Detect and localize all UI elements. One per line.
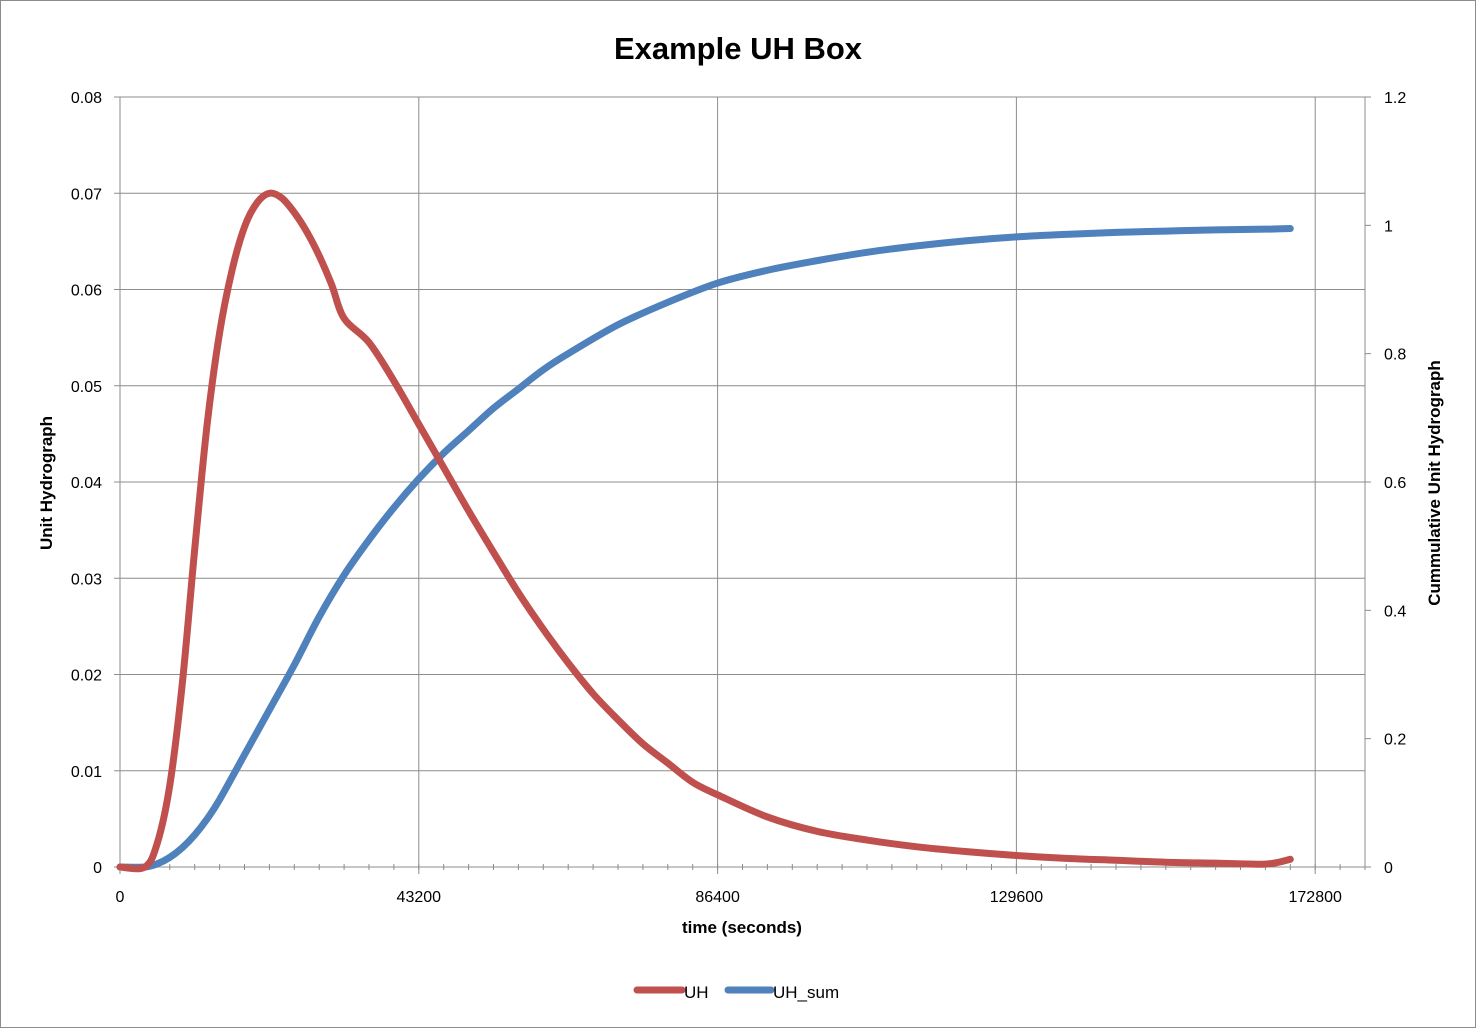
y-right-tick-label: 1 (1384, 218, 1393, 235)
y-left-tick-label: 0.03 (71, 571, 102, 588)
y-left-tick-label: 0.04 (71, 475, 102, 492)
x-tick-label: 129600 (990, 889, 1043, 906)
y-left-tick-label: 0.02 (71, 668, 102, 685)
y-left-tick-label: 0 (93, 860, 102, 877)
legend: UH UH_sum (633, 983, 839, 1002)
y-left-tick-label: 0.06 (71, 283, 102, 300)
y-right-tick-label: 0.2 (1384, 732, 1406, 749)
chart-title: Example UH Box (614, 31, 863, 66)
y-left-tick-label: 0.01 (71, 764, 102, 781)
series-line-uh-sum (116, 225, 1294, 871)
y-right-tick-label: 0 (1384, 860, 1393, 877)
grid (120, 96, 1365, 867)
series-layer (116, 189, 1294, 873)
y-right-tick-label: 0.8 (1384, 347, 1406, 364)
series-line-uh (116, 189, 1294, 873)
y-left-tick-label: 0.05 (71, 379, 102, 396)
y-right-tick-label: 1.2 (1384, 90, 1406, 107)
y-right-tick-label: 0.4 (1384, 603, 1406, 620)
legend-label-uh-sum: UH_sum (773, 983, 839, 1002)
y-axis-right-title: Cummulative Unit Hydrograph (1425, 360, 1444, 606)
x-tick-label: 0 (116, 889, 125, 906)
x-tick-label: 86400 (695, 889, 740, 906)
x-tick-label: 43200 (397, 889, 442, 906)
ticks: 0 0.01 0.02 0.03 0.04 0.05 0.06 0.07 0.08 0 0.2 0.4… (71, 90, 1406, 906)
y-left-tick-label: 0.08 (71, 90, 102, 107)
y-right-tick-label: 0.6 (1384, 475, 1406, 492)
x-tick-label: 172800 (1289, 889, 1342, 906)
y-left-tick-label: 0.07 (71, 186, 102, 203)
x-axis-title: time (seconds) (682, 918, 802, 937)
legend-label-uh: UH (684, 983, 709, 1002)
y-axis-left-title: Unit Hydrograph (37, 416, 56, 550)
